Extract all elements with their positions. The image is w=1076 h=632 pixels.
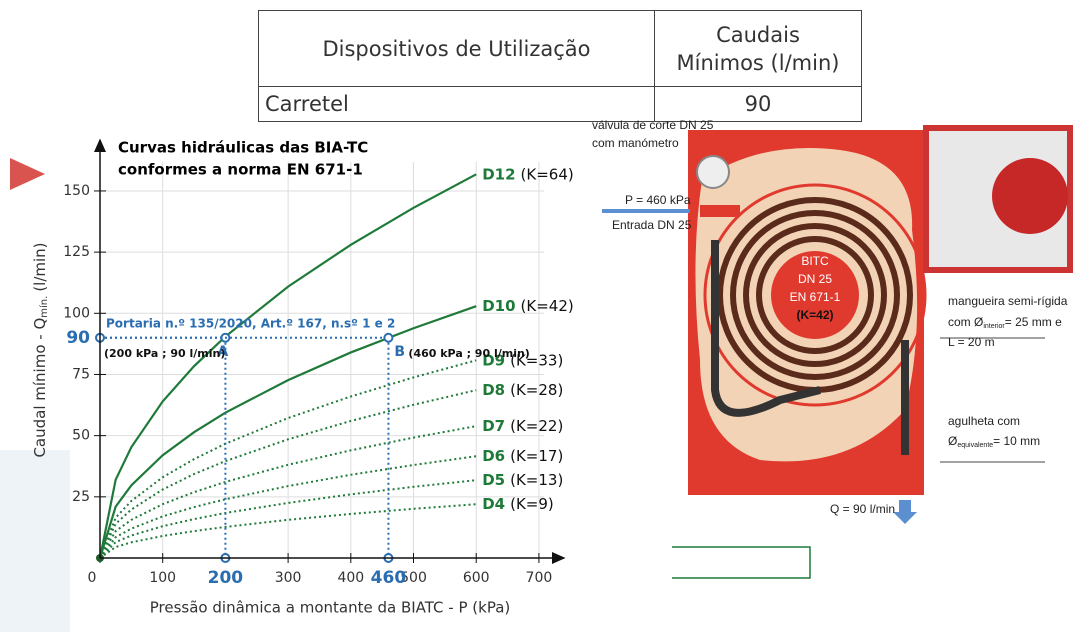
series-name: D5 [482, 471, 505, 489]
series-k: (K=28) [510, 381, 563, 399]
diagram: válvula de corte DN 25 com manómetro P =… [592, 118, 1070, 524]
x-tick-label: 300 [275, 570, 302, 586]
chart-title: conformes a norma EN 671-1 [118, 161, 363, 179]
reference-note: Portaria n.º 135/2020, Art.º 167, n.sº 1… [106, 316, 395, 330]
label-part: = 25 mm e [1005, 315, 1062, 329]
page: Dispositivos de Utilização CaudaisMínimo… [0, 0, 1076, 632]
x-tick-label: 200 [208, 568, 244, 588]
label-part: = 10 mm [993, 434, 1040, 448]
series-label: D6 (K=17) [482, 447, 563, 465]
series-label: D4 (K=9) [482, 495, 554, 513]
label: EN 671-1 [790, 290, 841, 304]
label: L = 20 m [948, 335, 995, 349]
bracket [672, 547, 810, 578]
point [384, 334, 392, 342]
subscript: equivalente [957, 442, 993, 449]
x-tick-label: 460 [371, 568, 407, 588]
x-tick-label: 0 [88, 570, 97, 586]
label-part: Ø [948, 434, 957, 448]
series-name: D6 [482, 447, 505, 465]
label: P = 460 kPa [625, 193, 691, 207]
label: BITC [801, 254, 829, 268]
pointer-triangle [10, 158, 45, 190]
y-tick-label: 125 [63, 244, 90, 260]
series-k: (K=17) [510, 447, 563, 465]
label: (K=42) [796, 308, 833, 322]
label: válvula de corte DN 25 [592, 118, 714, 132]
point-note: (460 kPa ; 90 l/min) [408, 347, 529, 360]
point-label: B [394, 344, 405, 360]
x-tick-label: 400 [337, 570, 364, 586]
valve [700, 205, 740, 217]
outlet-arrow [893, 500, 917, 524]
label: Øequivalente= 10 mm [948, 434, 1040, 449]
series-label: D12 (K=64) [482, 165, 574, 183]
point-note: (200 kPa ; 90 l/min) [104, 347, 225, 360]
y-tick-label: 100 [63, 305, 90, 321]
series-label: D7 (K=22) [482, 417, 563, 435]
y-tick-label: 90 [66, 328, 90, 348]
y-axis-label: Caudal mínimo - Qmín. (l/min) [31, 242, 51, 457]
chart: válvula de corte DN 25 com manómetro P =… [0, 0, 1076, 632]
series-label: D5 (K=13) [482, 471, 563, 489]
label: com manómetro [592, 136, 679, 150]
series-k: (K=22) [510, 417, 563, 435]
manometer [697, 156, 729, 188]
background-shape [0, 450, 70, 632]
y-tick-label: 25 [72, 489, 90, 505]
label: Q = 90 l/min [830, 502, 895, 516]
x-tick-label: 100 [149, 570, 176, 586]
series-label: D8 (K=28) [482, 381, 563, 399]
series-name: D8 [482, 381, 505, 399]
y-tick-label: 150 [63, 183, 90, 199]
y-label-part: (l/min) [31, 242, 49, 291]
label: Entrada DN 25 [612, 218, 692, 232]
label: com Øinterior= 25 mm e [948, 315, 1062, 330]
series-name: D7 [482, 417, 505, 435]
series-label: D10 (K=42) [482, 297, 574, 315]
chart-title: Curvas hidráulicas das BIA-TC [118, 139, 368, 157]
label: agulheta com [948, 414, 1020, 428]
x-axis-label: Pressão dinâmica a montante da BIATC - P… [150, 599, 510, 617]
series-name: D10 [482, 297, 515, 315]
x-tick-label: 700 [526, 570, 553, 586]
series-name: D4 [482, 495, 505, 513]
series-k: (K=13) [510, 471, 563, 489]
label: DN 25 [798, 272, 832, 286]
series-k: (K=64) [521, 165, 574, 183]
cabinet-reel [992, 158, 1068, 234]
y-tick-label: 75 [72, 366, 90, 382]
series-k: (K=9) [510, 495, 554, 513]
y-label-part: Caudal mínimo - Q [31, 318, 49, 458]
label-part: com Ø [948, 315, 983, 329]
subscript: mín. [38, 296, 50, 318]
series-k: (K=42) [521, 297, 574, 315]
y-tick-label: 50 [72, 428, 90, 444]
x-tick-label: 600 [463, 570, 490, 586]
nozzle [898, 455, 912, 490]
series-name: D12 [482, 165, 515, 183]
label: mangueira semi-rígida [948, 294, 1068, 308]
subscript: interior [983, 323, 1005, 330]
